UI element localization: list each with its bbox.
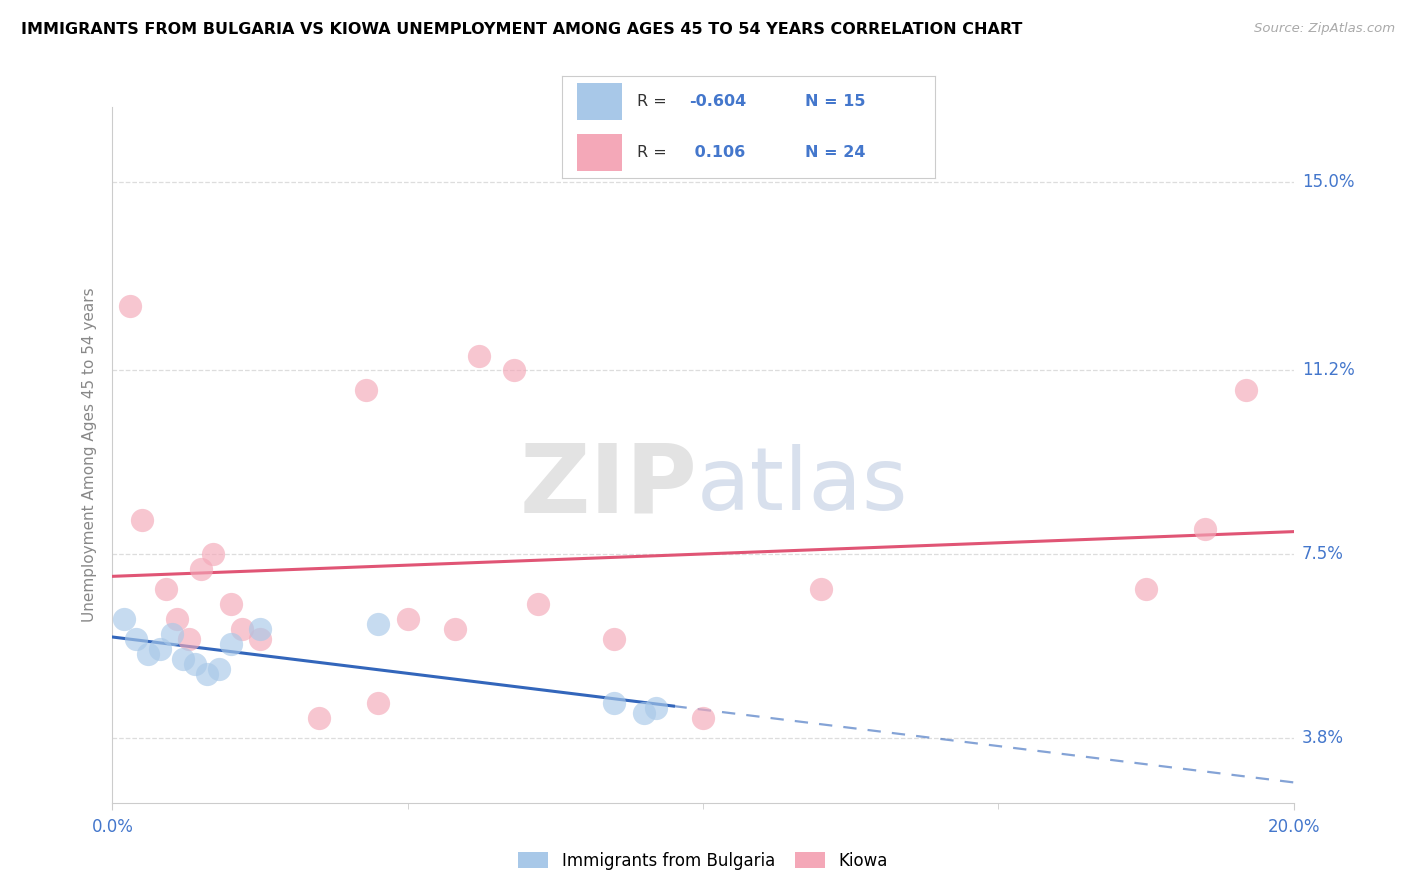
Point — [367, 697, 389, 711]
Point — [155, 582, 177, 596]
Point — [603, 632, 626, 646]
Point — [810, 582, 832, 596]
Point — [467, 349, 489, 363]
Y-axis label: Unemployment Among Ages 45 to 54 years: Unemployment Among Ages 45 to 54 years — [82, 287, 97, 623]
Point — [231, 622, 253, 636]
Text: -0.604: -0.604 — [689, 94, 747, 109]
Point — [160, 627, 183, 641]
Point — [249, 632, 271, 646]
Text: 7.5%: 7.5% — [1302, 545, 1344, 564]
Text: ZIP: ZIP — [519, 440, 697, 533]
Text: 0.106: 0.106 — [689, 145, 745, 161]
Point — [308, 711, 330, 725]
Point — [149, 641, 172, 656]
Text: 11.2%: 11.2% — [1302, 361, 1354, 379]
Point — [172, 651, 194, 665]
Point — [201, 547, 224, 561]
Point — [120, 299, 142, 313]
Point — [644, 701, 666, 715]
Point — [190, 562, 212, 576]
FancyBboxPatch shape — [578, 83, 621, 120]
Text: N = 15: N = 15 — [804, 94, 865, 109]
Point — [179, 632, 201, 646]
Text: N = 24: N = 24 — [804, 145, 865, 161]
FancyBboxPatch shape — [578, 135, 621, 171]
Point — [131, 512, 153, 526]
Text: 15.0%: 15.0% — [1302, 172, 1354, 191]
Text: R =: R = — [637, 94, 672, 109]
Point — [356, 384, 378, 398]
Text: R =: R = — [637, 145, 672, 161]
Point — [125, 632, 148, 646]
Point — [692, 711, 714, 725]
Point — [1194, 523, 1216, 537]
Point — [1135, 582, 1157, 596]
Point — [249, 622, 271, 636]
Point — [195, 666, 218, 681]
Text: IMMIGRANTS FROM BULGARIA VS KIOWA UNEMPLOYMENT AMONG AGES 45 TO 54 YEARS CORRELA: IMMIGRANTS FROM BULGARIA VS KIOWA UNEMPL… — [21, 22, 1022, 37]
Point — [503, 363, 526, 377]
Legend: Immigrants from Bulgaria, Kiowa: Immigrants from Bulgaria, Kiowa — [512, 846, 894, 877]
Point — [219, 597, 242, 611]
Point — [633, 706, 655, 721]
Point — [526, 597, 548, 611]
Point — [166, 612, 188, 626]
Point — [367, 616, 389, 631]
Point — [444, 622, 467, 636]
Text: 3.8%: 3.8% — [1302, 729, 1344, 747]
Point — [1234, 384, 1257, 398]
Point — [184, 657, 207, 671]
Point — [208, 662, 231, 676]
Point — [112, 612, 135, 626]
Text: atlas: atlas — [697, 444, 908, 528]
Point — [219, 637, 242, 651]
Point — [396, 612, 419, 626]
Text: Source: ZipAtlas.com: Source: ZipAtlas.com — [1254, 22, 1395, 36]
Point — [603, 697, 626, 711]
Point — [136, 647, 159, 661]
